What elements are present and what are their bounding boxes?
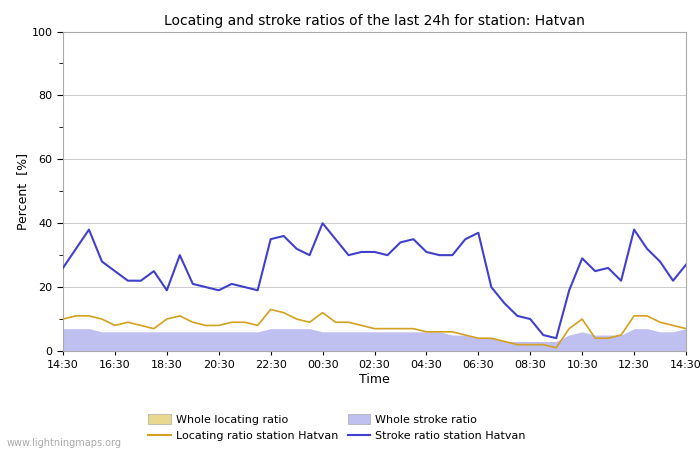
Title: Locating and stroke ratios of the last 24h for station: Hatvan: Locating and stroke ratios of the last 2… bbox=[164, 14, 585, 27]
Legend: Whole locating ratio, Locating ratio station Hatvan, Whole stroke ratio, Stroke : Whole locating ratio, Locating ratio sta… bbox=[148, 414, 526, 441]
X-axis label: Time: Time bbox=[359, 373, 390, 386]
Y-axis label: Percent  [%]: Percent [%] bbox=[16, 153, 29, 230]
Text: www.lightningmaps.org: www.lightningmaps.org bbox=[7, 438, 122, 448]
